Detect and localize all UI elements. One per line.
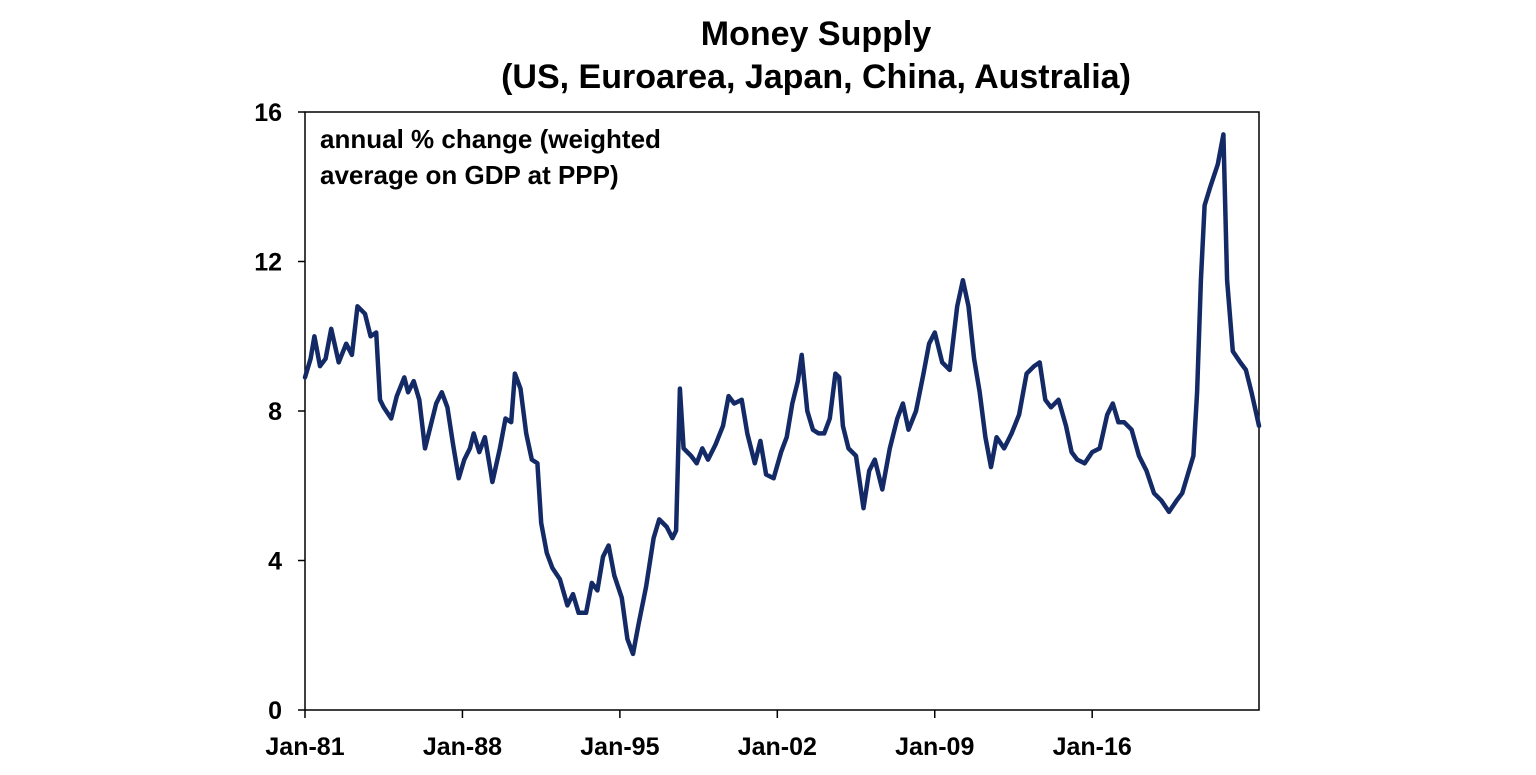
x-tick-label: Jan-16 [1053,733,1132,761]
chart-subtitle: (US, Euroarea, Japan, China, Australia) [501,58,1131,96]
x-tick-label: Jan-81 [265,733,344,761]
annotation-line-2: average on GDP at PPP) [320,160,619,190]
y-tick-label: 8 [268,398,282,426]
y-tick-label: 0 [268,697,282,725]
y-tick-label: 16 [254,99,282,127]
series-layer [302,132,1262,657]
x-tick-label: Jan-88 [423,733,502,761]
x-tick-label: Jan-95 [580,733,659,761]
x-axis: Jan-81 Jan-88 Jan-95 Jan-02 Jan-09 Jan-16 [265,710,1132,761]
annotation-line-1: annual % change (weighted [320,124,661,154]
chart-title: Money Supply [701,15,932,53]
y-tick-label: 4 [268,548,282,576]
y-axis: 0 4 8 12 16 [254,99,305,725]
y-tick-label: 12 [254,249,282,277]
x-tick-label: Jan-09 [895,733,974,761]
series-line [302,132,1262,657]
x-tick-label: Jan-02 [738,733,817,761]
